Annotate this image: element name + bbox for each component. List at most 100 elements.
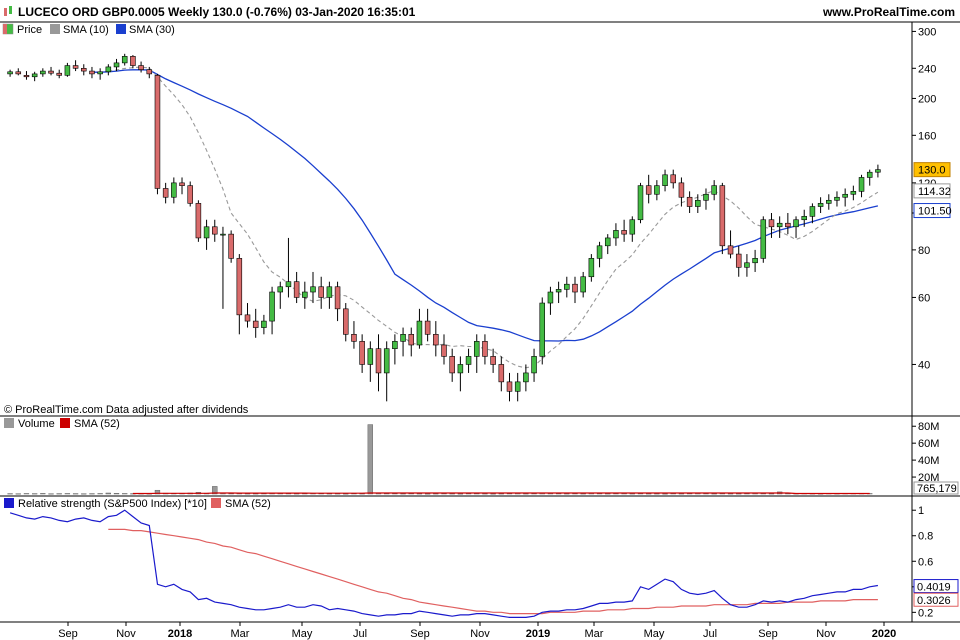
candle-body [318, 286, 324, 298]
candle-body [130, 56, 136, 66]
volume-y-tick-label: 60M [918, 438, 939, 450]
data-adjusted-note: © ProRealTime.com Data adjusted after di… [4, 404, 249, 416]
candle [23, 71, 30, 80]
sma30-badge-label: 101.50 [918, 206, 952, 218]
volume-y-tick-label: 80M [918, 421, 939, 433]
candle [424, 308, 431, 342]
candle-body [842, 193, 848, 198]
sma30-badge-box [913, 203, 951, 219]
volume-bar [416, 493, 423, 495]
candle-body [433, 334, 439, 346]
candle-body [834, 196, 840, 201]
rs-y-tick-label: 0.8 [918, 531, 933, 543]
sma30-line [92, 69, 879, 342]
candle [220, 226, 226, 309]
x-tick-label: Sep [758, 628, 778, 640]
volume-badge-box [913, 481, 959, 495]
candle [228, 230, 234, 263]
candle-body [768, 219, 775, 228]
candle [826, 194, 832, 210]
candle-body [727, 245, 734, 255]
volume-bar [654, 493, 660, 495]
candle [809, 203, 816, 224]
candle-body [293, 281, 300, 298]
candle-body [654, 185, 660, 195]
candle [105, 64, 112, 76]
candle [162, 182, 169, 204]
candle [40, 68, 46, 77]
candle [408, 327, 415, 357]
candle-body [187, 185, 193, 204]
candle [179, 177, 185, 195]
rs-badge-label: 0.4019 [917, 582, 951, 594]
last-price-badge-label: 130.0 [918, 165, 946, 177]
candle [212, 219, 218, 242]
rs-sma-line [108, 528, 878, 615]
candle-body [490, 356, 496, 365]
candle [735, 245, 742, 277]
volume-bar [646, 493, 652, 495]
volume-y-tick-label: 40M [918, 455, 939, 467]
candle-body [875, 169, 881, 173]
candle-body [760, 219, 767, 259]
x-tick-label: 2019 [526, 628, 550, 640]
candle-body [31, 73, 38, 78]
candle [187, 181, 193, 207]
candle-body [752, 258, 758, 264]
candle [252, 308, 259, 338]
candle [449, 348, 455, 382]
candle [654, 180, 660, 201]
candle [56, 69, 62, 79]
candle [138, 61, 144, 73]
candle [678, 177, 685, 207]
candle [506, 372, 513, 402]
volume-bar [23, 493, 30, 495]
candle-body [179, 182, 185, 186]
volume-bar [711, 493, 717, 495]
candle-body [572, 283, 578, 293]
candle [343, 303, 349, 342]
candle-body [40, 70, 46, 75]
candle-body [645, 185, 652, 195]
candle [727, 230, 734, 259]
volume-bar [40, 493, 46, 495]
candle [564, 276, 570, 298]
candle-body [252, 320, 259, 328]
rs-sma-legend-swatch [211, 498, 221, 508]
candle [842, 188, 848, 207]
x-tick-label: Nov [116, 628, 136, 640]
price-legend: Price SMA (10) SMA (30) [2, 23, 175, 36]
candle [359, 334, 365, 373]
candle-body [392, 341, 398, 349]
candle [121, 53, 128, 66]
candle [375, 334, 382, 392]
volume-bar [97, 493, 103, 495]
x-tick-label: Nov [816, 628, 836, 640]
volume-bar [662, 493, 668, 495]
candle [801, 209, 807, 227]
candle [858, 174, 865, 198]
candle [637, 182, 644, 224]
candle-body [719, 185, 726, 247]
candle [695, 194, 701, 214]
candle [523, 364, 529, 392]
rs-sma-legend-label: SMA (52) [225, 498, 271, 510]
candle [482, 334, 488, 365]
candle [433, 321, 439, 357]
rs-sma-badge-box [913, 592, 959, 607]
x-tick-label: Mar [231, 628, 250, 640]
candle-body [261, 320, 267, 328]
candle-body [850, 191, 857, 195]
volume-legend-label: Volume [18, 418, 55, 430]
candle [596, 241, 603, 268]
volume-bar [727, 493, 734, 495]
sma10-legend-label: SMA (10) [63, 24, 109, 36]
candle [130, 55, 136, 69]
candle [195, 200, 202, 242]
candle-body [465, 356, 472, 365]
candle [785, 213, 791, 235]
site-url[interactable]: www.ProRealTime.com [822, 5, 955, 19]
header-candle-icon-red [4, 8, 7, 16]
candle [514, 372, 521, 402]
candle-body [523, 372, 529, 383]
